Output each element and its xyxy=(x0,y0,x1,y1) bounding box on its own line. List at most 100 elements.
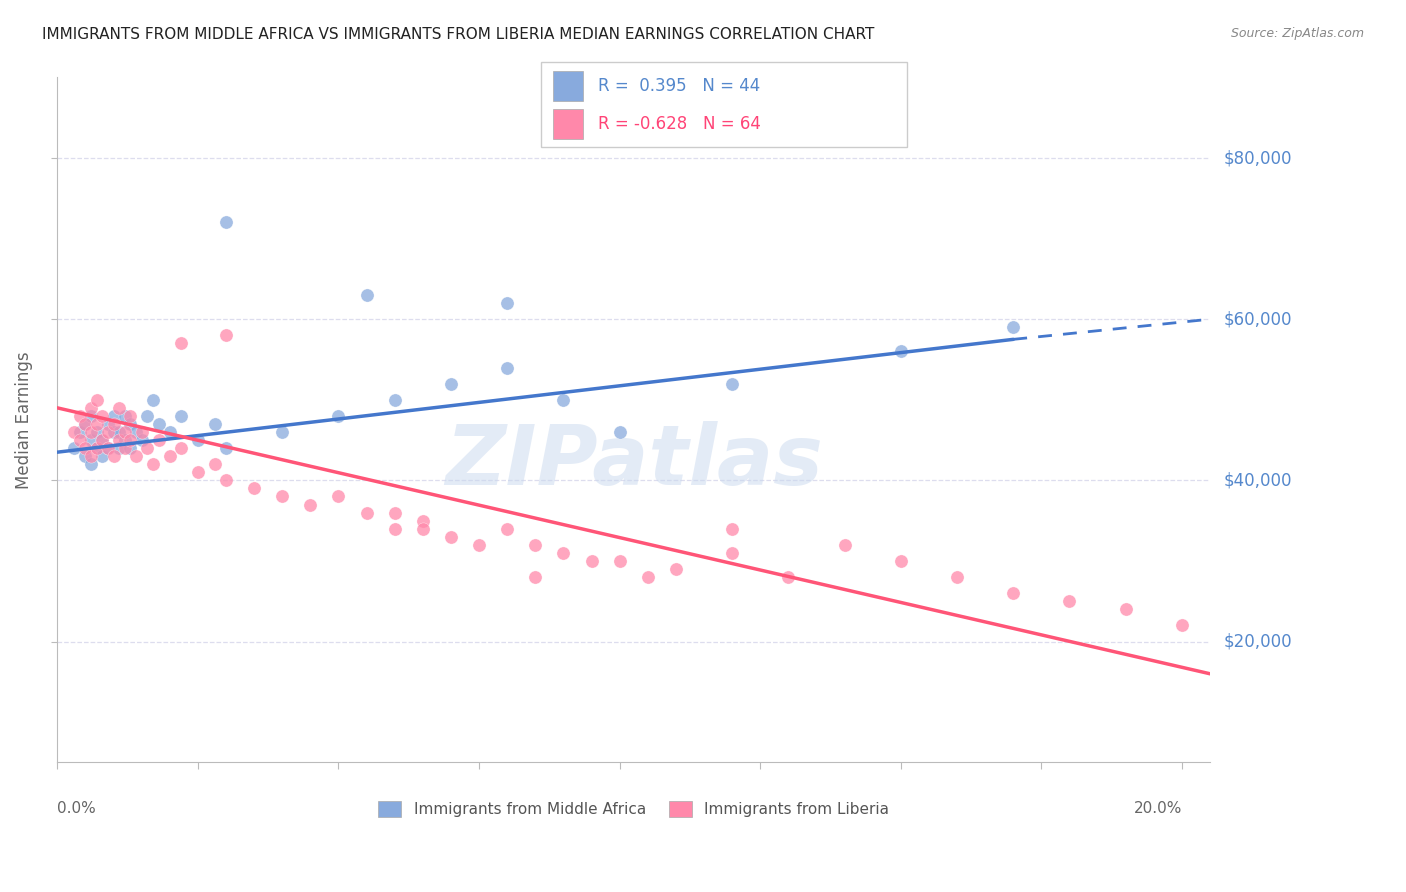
Point xyxy=(440,376,463,391)
Point xyxy=(108,433,131,447)
Point xyxy=(80,401,103,415)
Point xyxy=(114,433,136,447)
Text: 20.0%: 20.0% xyxy=(1133,801,1182,816)
Text: 0.0%: 0.0% xyxy=(58,801,96,816)
Point xyxy=(91,433,114,447)
Point xyxy=(356,506,378,520)
Text: ZIPatlas: ZIPatlas xyxy=(444,420,823,501)
Point xyxy=(356,288,378,302)
Text: R = -0.628   N = 64: R = -0.628 N = 64 xyxy=(598,115,761,133)
Point xyxy=(496,522,519,536)
Point xyxy=(86,425,108,439)
Point xyxy=(159,425,181,439)
Point xyxy=(103,449,125,463)
Point xyxy=(131,425,153,439)
Point xyxy=(69,433,91,447)
Point xyxy=(834,538,856,552)
Point xyxy=(170,336,193,351)
Point xyxy=(103,409,125,423)
Point xyxy=(468,538,491,552)
Text: IMMIGRANTS FROM MIDDLE AFRICA VS IMMIGRANTS FROM LIBERIA MEDIAN EARNINGS CORRELA: IMMIGRANTS FROM MIDDLE AFRICA VS IMMIGRA… xyxy=(42,27,875,42)
Point xyxy=(553,392,575,407)
Point xyxy=(120,433,142,447)
Point xyxy=(86,441,108,455)
Point xyxy=(120,441,142,455)
Point xyxy=(131,433,153,447)
Text: $60,000: $60,000 xyxy=(1225,310,1292,328)
Point xyxy=(80,425,103,439)
Point xyxy=(1059,594,1081,608)
Point xyxy=(148,433,170,447)
Point xyxy=(890,344,912,359)
Point xyxy=(778,570,800,584)
Point xyxy=(97,417,120,431)
Point xyxy=(187,433,209,447)
Point xyxy=(108,441,131,455)
Point xyxy=(384,522,406,536)
Point xyxy=(75,417,97,431)
Point xyxy=(80,457,103,471)
Point xyxy=(69,425,91,439)
Point xyxy=(108,425,131,439)
Point xyxy=(609,554,631,568)
Text: $80,000: $80,000 xyxy=(1225,149,1292,167)
Point xyxy=(215,441,238,455)
Point xyxy=(1115,602,1137,616)
Point xyxy=(412,522,434,536)
Point xyxy=(187,466,209,480)
Legend: Immigrants from Middle Africa, Immigrants from Liberia: Immigrants from Middle Africa, Immigrant… xyxy=(373,795,896,823)
Point xyxy=(75,449,97,463)
Text: Source: ZipAtlas.com: Source: ZipAtlas.com xyxy=(1230,27,1364,40)
Point xyxy=(97,441,120,455)
Point xyxy=(103,417,125,431)
Point xyxy=(524,538,547,552)
Point xyxy=(114,409,136,423)
Point xyxy=(1002,586,1025,600)
Point xyxy=(103,425,125,439)
Point xyxy=(108,401,131,415)
Point xyxy=(665,562,688,576)
Point xyxy=(271,425,294,439)
Point xyxy=(553,546,575,560)
Point xyxy=(136,409,159,423)
Point xyxy=(170,409,193,423)
Point xyxy=(80,409,103,423)
Point xyxy=(136,441,159,455)
Point xyxy=(142,392,165,407)
Point xyxy=(75,417,97,431)
Point xyxy=(114,441,136,455)
Point xyxy=(69,409,91,423)
Point xyxy=(946,570,969,584)
Point xyxy=(120,409,142,423)
Point xyxy=(215,215,238,229)
Point xyxy=(63,441,86,455)
Point xyxy=(412,514,434,528)
Point xyxy=(91,433,114,447)
Point xyxy=(86,392,108,407)
Point xyxy=(271,490,294,504)
Point xyxy=(1002,320,1025,334)
Point xyxy=(1171,618,1194,632)
Point xyxy=(125,425,148,439)
Point xyxy=(114,425,136,439)
Point xyxy=(609,425,631,439)
Point xyxy=(637,570,659,584)
Point xyxy=(97,441,120,455)
Point xyxy=(120,417,142,431)
Point xyxy=(86,441,108,455)
Point xyxy=(148,417,170,431)
Point xyxy=(80,433,103,447)
Point xyxy=(243,482,266,496)
Point xyxy=(721,546,744,560)
Point xyxy=(384,506,406,520)
Point xyxy=(159,449,181,463)
Text: $40,000: $40,000 xyxy=(1225,471,1292,490)
Point xyxy=(97,425,120,439)
Point xyxy=(215,328,238,343)
Point xyxy=(721,522,744,536)
Point xyxy=(299,498,322,512)
Point xyxy=(142,457,165,471)
Point xyxy=(63,425,86,439)
Text: R =  0.395   N = 44: R = 0.395 N = 44 xyxy=(598,77,759,95)
Point xyxy=(204,417,226,431)
